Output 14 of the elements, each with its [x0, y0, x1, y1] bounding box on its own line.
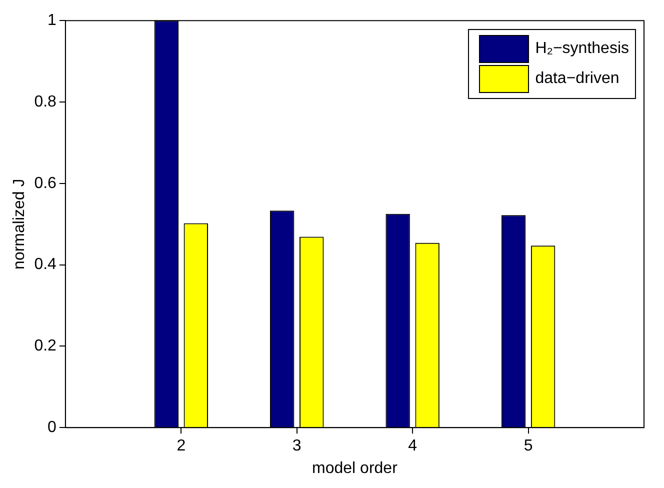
y-tick-label: 1 — [48, 12, 57, 30]
y-tick-label: 0.2 — [34, 338, 57, 355]
legend-label: data−driven — [535, 70, 620, 88]
y-tick-label: 0 — [48, 419, 57, 436]
y-tick-label: 0.6 — [34, 174, 57, 192]
x-axis-title: model order — [312, 460, 398, 477]
x-tick-label: 5 — [524, 438, 533, 455]
x-tick-label: 3 — [292, 438, 302, 455]
y-axis-title: normalized J — [11, 178, 28, 270]
y-tick-label: 0.4 — [34, 256, 57, 274]
x-tick-label: 2 — [176, 438, 186, 455]
y-tick-label: 0.8 — [34, 93, 57, 110]
x-tick-label: 4 — [408, 438, 418, 455]
legend-label: H₂−synthesis — [535, 40, 629, 58]
